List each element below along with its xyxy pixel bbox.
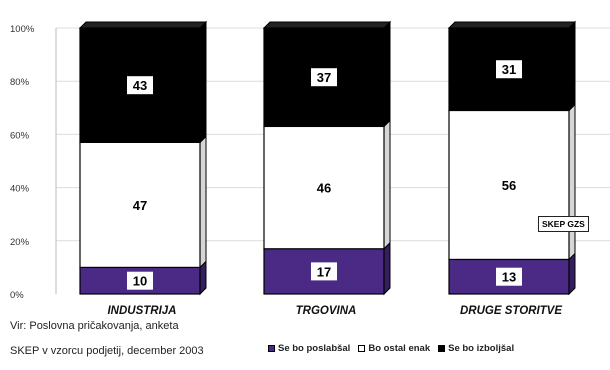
value-label: 31 [502, 62, 516, 77]
x-tick-label: DRUGE STORITVE [460, 305, 562, 317]
value-label-box [496, 60, 522, 79]
legend-label-same: Bo ostal enak [368, 343, 431, 354]
value-label: 10 [133, 274, 147, 289]
bar-segment-side [568, 252, 576, 296]
value-label-box [496, 175, 522, 194]
bar-segment-side [383, 241, 391, 296]
y-tick-label: 40% [10, 184, 30, 195]
value-label-box [311, 68, 337, 87]
value-label: 43 [133, 78, 147, 93]
x-tick-label: TRGOVINA [296, 305, 357, 317]
y-tick-label: 20% [10, 237, 30, 248]
value-label-box [127, 76, 153, 95]
source-line-1: Vir: Poslovna pričakovanja, anketa [10, 320, 179, 332]
bar-segment-side [568, 20, 576, 112]
y-tick-label: 80% [10, 77, 30, 88]
value-label: 56 [502, 178, 516, 193]
legend-item-better: Se bo izboljšal [438, 343, 514, 354]
legend-label-better: Se bo izboljšal [448, 343, 515, 354]
value-label-box [127, 271, 153, 290]
value-label-box [496, 267, 522, 286]
y-tick-label: 60% [10, 130, 30, 141]
value-label: 37 [317, 70, 331, 85]
x-axis: INDUSTRIJA TRGOVINA DRUGE STORITVE [107, 305, 562, 317]
bar-top-face [262, 21, 392, 29]
bar-segment-side [383, 119, 391, 250]
legend-swatch-worse [268, 345, 275, 352]
bars: 10 47 43 17 46 37 13 56 31 [78, 20, 577, 296]
y-axis: 0% 20% 40% 60% 80% 100% [10, 24, 57, 301]
value-label: 46 [317, 181, 331, 196]
value-label-box [311, 262, 337, 281]
legend-label-worse: Se bo poslabšal [278, 343, 351, 354]
bar-top-face [78, 21, 208, 29]
bar-top-face [447, 21, 577, 29]
y-tick-label: 100% [10, 24, 35, 35]
y-tick-label: 0% [10, 290, 24, 301]
bar-segment-side [568, 103, 576, 261]
legend-swatch-same [358, 345, 366, 352]
value-label-box [127, 195, 153, 214]
legend-item-worse: Se bo poslabšal [268, 343, 350, 354]
legend-item-same: Bo ostal enak [358, 343, 430, 354]
value-label: 13 [502, 270, 516, 285]
bar-segment-side [199, 20, 207, 144]
bar-segment-side [383, 20, 391, 128]
value-label: 47 [133, 198, 147, 213]
x-tick-label: INDUSTRIJA [107, 305, 176, 317]
value-label: 17 [317, 264, 331, 279]
source-line-2: SKEP v vzorcu podjetij, december 2003 [10, 345, 204, 357]
legend: Se bo poslabšal Bo ostal enak Se bo izbo… [268, 343, 522, 354]
value-label-box [311, 178, 337, 197]
bar-segment-side [199, 135, 207, 269]
legend-swatch-better [438, 345, 446, 352]
skep-stamp: SKEP GZS [538, 216, 589, 232]
bar-segment-better [79, 27, 201, 143]
